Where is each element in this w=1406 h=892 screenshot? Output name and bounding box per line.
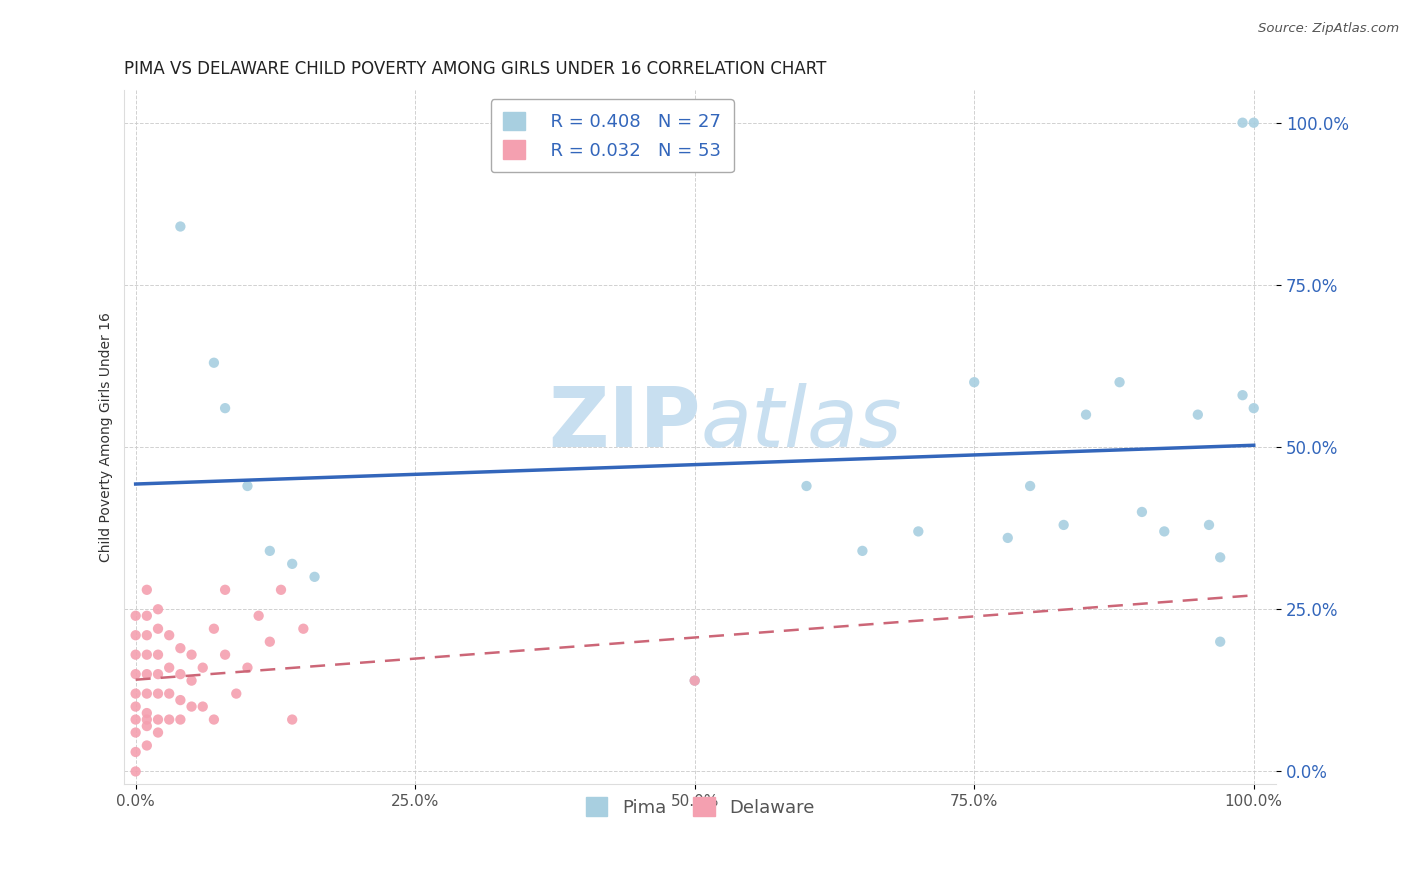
Point	[157, 687, 180, 701]
Point	[180, 673, 202, 688]
Point	[124, 713, 146, 727]
Point	[124, 628, 146, 642]
Point	[1198, 517, 1220, 532]
Point	[1108, 375, 1130, 389]
Point	[146, 602, 169, 616]
Point	[135, 582, 157, 597]
Point	[214, 582, 236, 597]
Point	[157, 713, 180, 727]
Point	[124, 725, 146, 739]
Point	[124, 687, 146, 701]
Point	[1232, 116, 1254, 130]
Point	[202, 356, 225, 370]
Point	[1019, 479, 1042, 493]
Point	[135, 667, 157, 681]
Point	[191, 699, 214, 714]
Point	[124, 745, 146, 759]
Point	[191, 660, 214, 674]
Point	[135, 608, 157, 623]
Point	[202, 622, 225, 636]
Y-axis label: Child Poverty Among Girls Under 16: Child Poverty Among Girls Under 16	[100, 312, 114, 562]
Point	[169, 667, 191, 681]
Point	[1243, 401, 1265, 416]
Text: Source: ZipAtlas.com: Source: ZipAtlas.com	[1258, 22, 1399, 36]
Point	[202, 713, 225, 727]
Point	[169, 641, 191, 656]
Point	[146, 667, 169, 681]
Point	[180, 648, 202, 662]
Point	[236, 479, 259, 493]
Point	[214, 401, 236, 416]
Point	[157, 660, 180, 674]
Point	[124, 648, 146, 662]
Point	[135, 739, 157, 753]
Point	[214, 648, 236, 662]
Text: atlas: atlas	[700, 383, 901, 464]
Point	[124, 699, 146, 714]
Point	[146, 713, 169, 727]
Point	[1232, 388, 1254, 402]
Point	[851, 544, 873, 558]
Point	[146, 622, 169, 636]
Point	[1209, 550, 1232, 565]
Text: ZIP: ZIP	[548, 383, 700, 464]
Point	[963, 375, 986, 389]
Point	[1053, 517, 1076, 532]
Point	[146, 725, 169, 739]
Point	[169, 693, 191, 707]
Point	[157, 628, 180, 642]
Point	[683, 673, 706, 688]
Point	[907, 524, 929, 539]
Point	[1243, 116, 1265, 130]
Point	[124, 764, 146, 779]
Point	[1130, 505, 1153, 519]
Point	[135, 706, 157, 720]
Point	[1187, 408, 1209, 422]
Point	[281, 713, 304, 727]
Point	[1209, 634, 1232, 648]
Point	[270, 582, 292, 597]
Point	[135, 719, 157, 733]
Point	[1074, 408, 1097, 422]
Point	[169, 713, 191, 727]
Point	[247, 608, 270, 623]
Point	[683, 673, 706, 688]
Point	[1153, 524, 1175, 539]
Text: PIMA VS DELAWARE CHILD POVERTY AMONG GIRLS UNDER 16 CORRELATION CHART: PIMA VS DELAWARE CHILD POVERTY AMONG GIR…	[125, 60, 827, 78]
Point	[281, 557, 304, 571]
Point	[796, 479, 818, 493]
Point	[135, 648, 157, 662]
Point	[124, 667, 146, 681]
Point	[146, 648, 169, 662]
Point	[225, 687, 247, 701]
Point	[124, 608, 146, 623]
Point	[236, 660, 259, 674]
Point	[292, 622, 315, 636]
Point	[259, 544, 281, 558]
Point	[169, 219, 191, 234]
Point	[259, 634, 281, 648]
Point	[135, 628, 157, 642]
Point	[135, 713, 157, 727]
Point	[997, 531, 1019, 545]
Point	[146, 687, 169, 701]
Point	[180, 699, 202, 714]
Point	[135, 687, 157, 701]
Legend: Pima, Delaware: Pima, Delaware	[579, 790, 823, 824]
Point	[304, 570, 326, 584]
